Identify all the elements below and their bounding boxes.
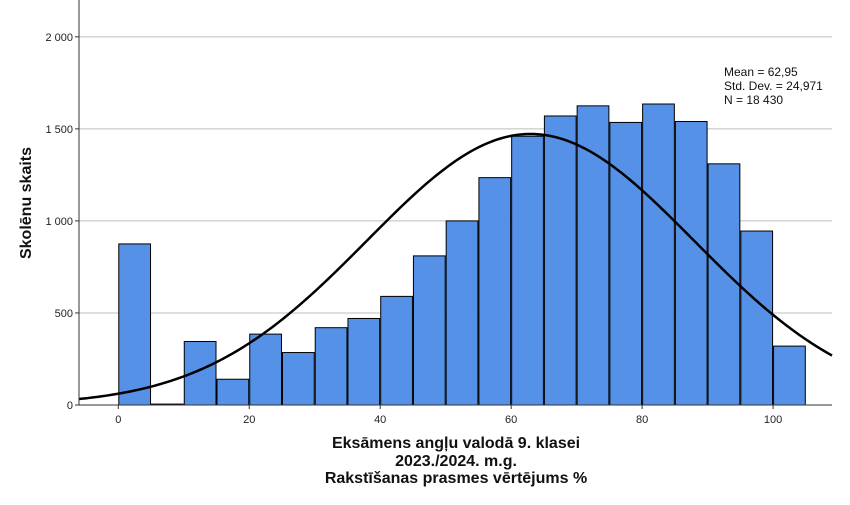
x-tick-label: 60	[505, 414, 517, 426]
y-tick-label: 1 000	[45, 216, 73, 228]
x-tick-label: 0	[115, 414, 121, 426]
histogram-bar	[380, 295, 413, 406]
histogram-bar	[347, 317, 381, 406]
histogram-bar	[609, 121, 643, 406]
histogram-bar	[642, 103, 675, 406]
x-axis-title-line-3: Rakstīšanas prasmes vērtējums %	[325, 470, 587, 487]
histogram-bar	[249, 333, 282, 406]
histogram-bar	[707, 163, 741, 406]
axes	[75, 0, 832, 409]
normal-curve-layer	[78, 132, 833, 401]
histogram-bar	[216, 378, 250, 406]
y-axis-title: Skolēnu skaits	[18, 147, 35, 259]
tick-labels: 0 500 1 000 1 500 2 000 0 20 40 60 80 100	[45, 32, 782, 426]
histogram-bars	[118, 103, 806, 406]
histogram-bar	[576, 105, 610, 406]
normal-distribution-curve	[78, 132, 833, 401]
histogram-bar	[281, 352, 315, 406]
y-tick-label: 0	[67, 400, 73, 412]
histogram-bar	[543, 115, 577, 406]
histogram-bar	[511, 135, 544, 406]
y-tick-label: 1 500	[45, 124, 73, 136]
histogram-bar	[773, 345, 806, 406]
x-tick-label: 80	[636, 414, 648, 426]
y-tick-label: 500	[55, 308, 73, 320]
histogram-bar	[314, 327, 348, 406]
histogram-bar	[118, 243, 152, 406]
x-axis-title-line-1: Eksāmens angļu valodā 9. klasei	[332, 435, 580, 452]
histogram-bar	[740, 230, 774, 406]
histogram-bar	[445, 220, 479, 406]
x-tick-label: 20	[243, 414, 255, 426]
stats-mean: Mean = 62,95	[724, 65, 798, 79]
y-tick-label: 2 000	[45, 32, 73, 44]
x-tick-label: 100	[764, 414, 782, 426]
x-axis-title-line-2: 2023./2024. m.g.	[395, 453, 517, 470]
x-tick-label: 40	[374, 414, 386, 426]
histogram-bar	[674, 121, 708, 406]
stats-n: N = 18 430	[724, 93, 783, 107]
histogram-bar	[478, 177, 512, 406]
stats-std-dev: Std. Dev. = 24,971	[724, 79, 823, 93]
histogram-bar	[412, 255, 446, 406]
histogram-bar	[183, 340, 217, 406]
